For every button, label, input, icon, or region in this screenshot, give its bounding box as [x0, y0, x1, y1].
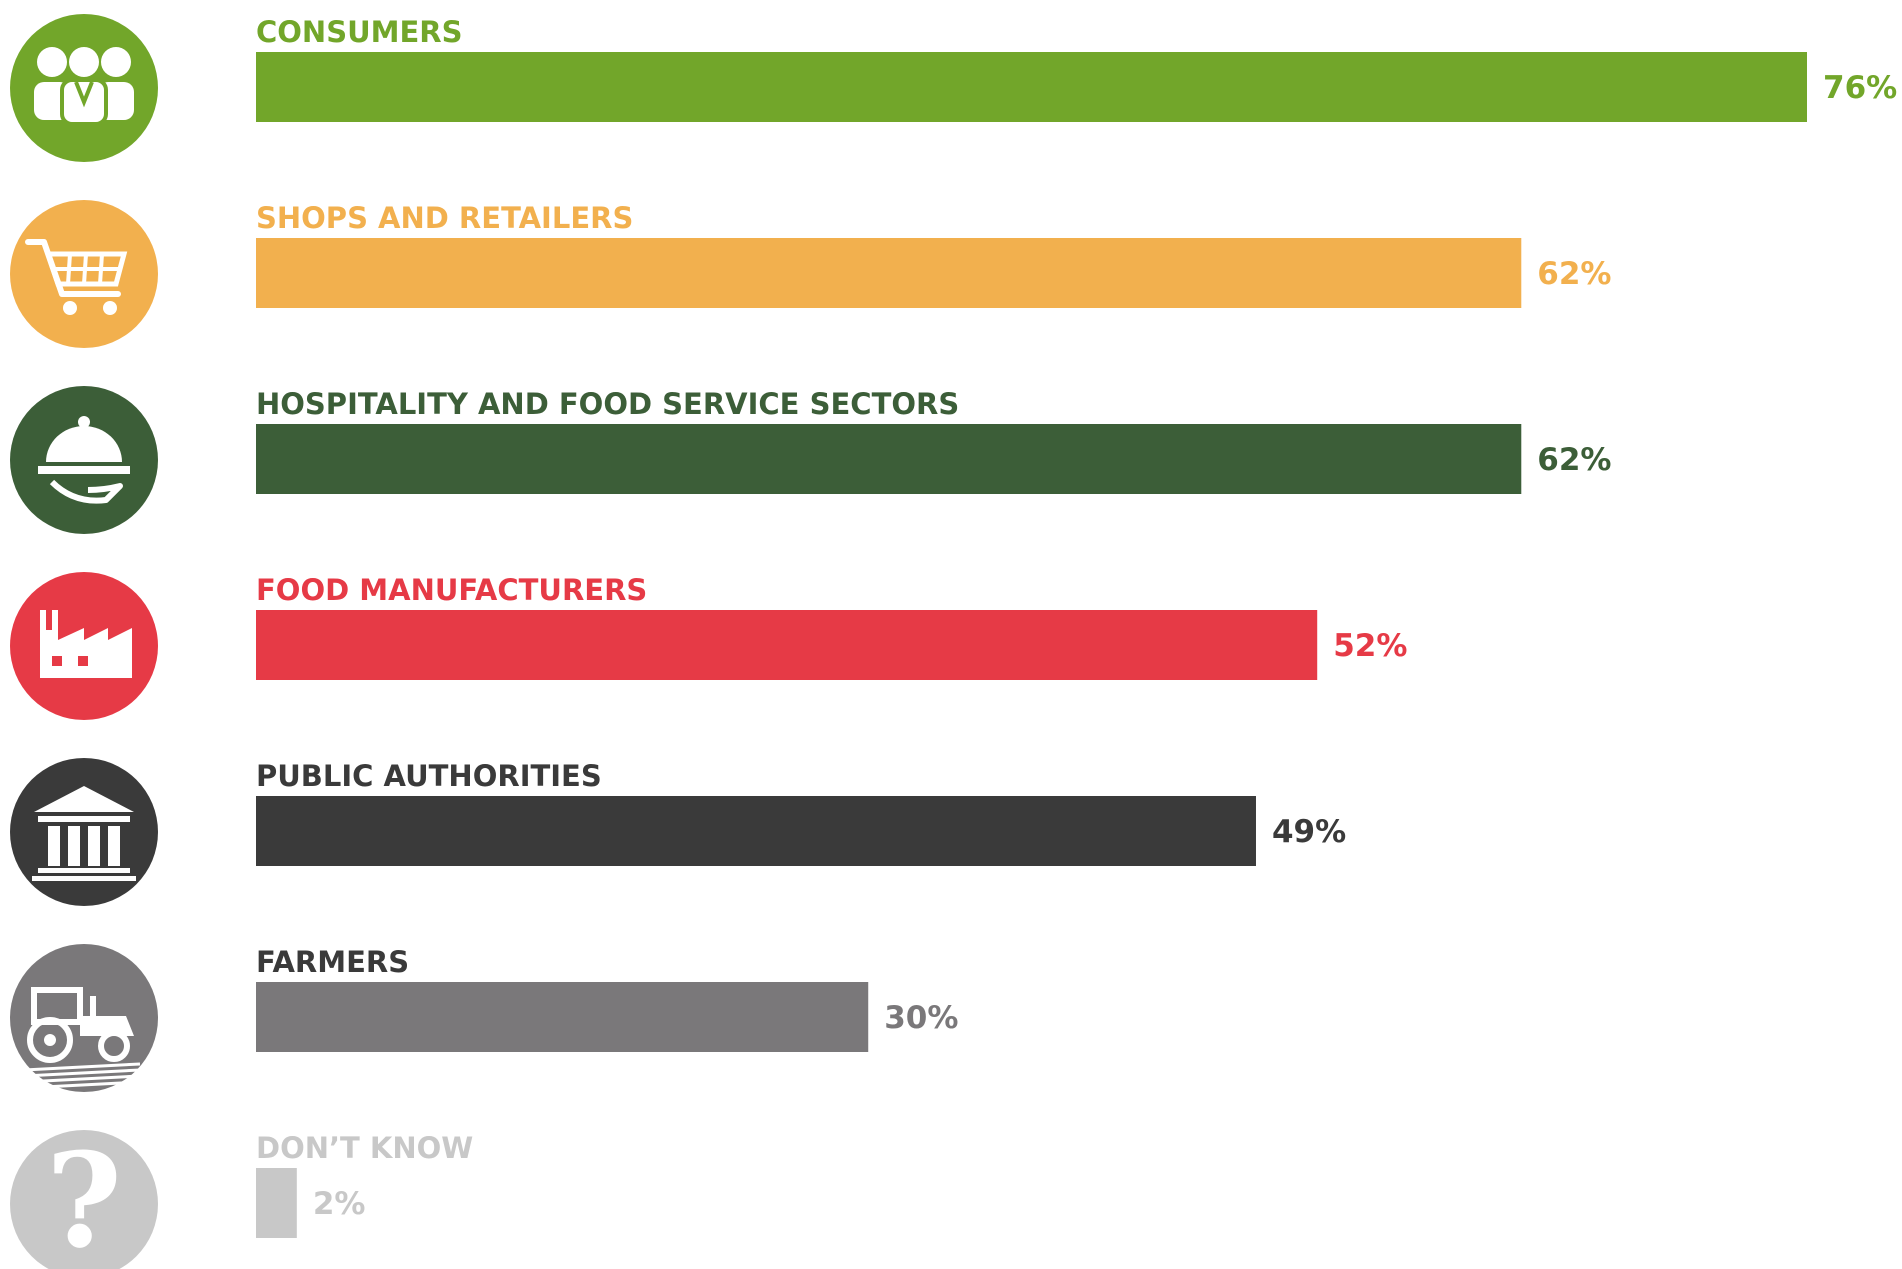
- bar: [256, 1168, 297, 1238]
- value-label: 30%: [884, 1000, 958, 1036]
- category-label: DON’T KNOW: [256, 1131, 473, 1165]
- category-label: SHOPS AND RETAILERS: [256, 201, 633, 235]
- value-label: 52%: [1333, 628, 1407, 664]
- question-mark-icon: ?: [10, 1124, 158, 1269]
- tractor-icon: [10, 944, 158, 1092]
- bar: [256, 796, 1256, 866]
- serving-cloche-icon: [10, 386, 158, 534]
- category-label: FOOD MANUFACTURERS: [256, 573, 647, 607]
- shopping-cart-icon: [10, 200, 158, 348]
- factory-icon: [10, 572, 158, 720]
- bar: [256, 982, 869, 1052]
- value-label: 62%: [1537, 442, 1611, 478]
- svg-text:?: ?: [46, 1124, 122, 1269]
- government-building-icon: [10, 758, 158, 906]
- value-label: 62%: [1537, 256, 1611, 292]
- value-label: 76%: [1823, 70, 1897, 106]
- category-label: PUBLIC AUTHORITIES: [256, 759, 602, 793]
- bar: [256, 610, 1318, 680]
- value-label: 2%: [313, 1186, 366, 1222]
- bar: [256, 424, 1522, 494]
- people-icon: [10, 14, 158, 162]
- category-label: FARMERS: [256, 945, 409, 979]
- value-label: 49%: [1272, 814, 1346, 850]
- bar: [256, 238, 1522, 308]
- category-label: CONSUMERS: [256, 15, 463, 49]
- bar: [256, 52, 1807, 122]
- category-label: HOSPITALITY AND FOOD SERVICE SECTORS: [256, 387, 959, 421]
